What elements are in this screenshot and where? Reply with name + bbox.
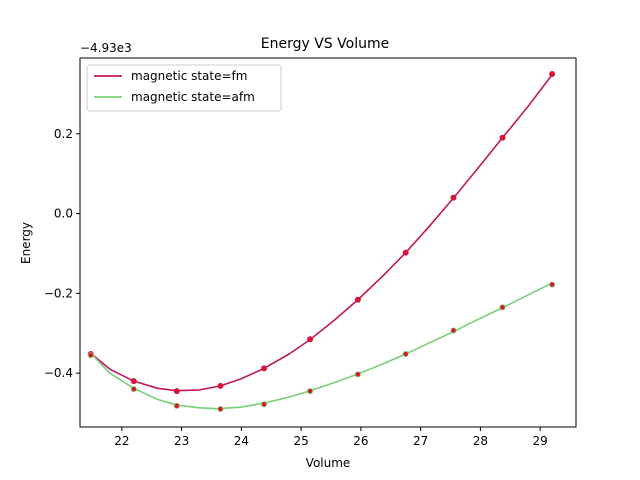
x-tick-label: 29 (533, 434, 548, 448)
legend-label-0: magnetic state=fm (131, 69, 247, 83)
y-axis-label: Energy (19, 222, 33, 264)
data-point (173, 402, 180, 409)
y-tick-label: 0.2 (54, 127, 73, 141)
data-point (499, 134, 506, 141)
data-point (130, 386, 137, 393)
data-point (402, 350, 409, 357)
data-point (261, 365, 268, 372)
data-point (402, 249, 409, 256)
data-point (549, 281, 556, 288)
x-tick-label: 24 (234, 434, 249, 448)
y-tick-label: −0.4 (44, 366, 73, 380)
data-point (549, 70, 556, 77)
x-tick-label: 27 (413, 434, 428, 448)
legend-box (86, 64, 282, 112)
y-tick-label: −0.2 (44, 286, 73, 300)
data-point (307, 336, 314, 343)
data-point (130, 378, 137, 385)
data-point (450, 327, 457, 334)
data-point (499, 304, 506, 311)
x-tick-label: 23 (174, 434, 189, 448)
y-axis-offset-text: −4.93e3 (80, 41, 132, 55)
data-point (217, 382, 224, 389)
legend: magnetic state=fm magnetic state=afm (86, 64, 282, 112)
data-point (307, 388, 314, 395)
data-point (261, 401, 268, 408)
legend-label-1: magnetic state=afm (131, 90, 255, 104)
plot-area (87, 70, 556, 413)
data-point (450, 194, 457, 201)
y-axis-ticks: −0.4 −0.2 0.0 0.2 (44, 127, 80, 380)
data-point (173, 388, 180, 395)
data-point (354, 296, 361, 303)
data-point (217, 406, 224, 413)
x-tick-label: 28 (473, 434, 488, 448)
x-tick-label: 25 (293, 434, 308, 448)
x-axis-ticks: 22 23 24 25 26 27 28 29 (114, 427, 548, 448)
data-point (354, 371, 361, 378)
y-tick-label: 0.0 (54, 207, 73, 221)
x-axis-label: Volume (306, 456, 351, 470)
axes-frame (79, 57, 577, 428)
data-point (87, 352, 94, 359)
chart-title: Energy VS Volume (261, 36, 389, 52)
x-tick-label: 22 (114, 434, 129, 448)
x-tick-label: 26 (353, 434, 368, 448)
